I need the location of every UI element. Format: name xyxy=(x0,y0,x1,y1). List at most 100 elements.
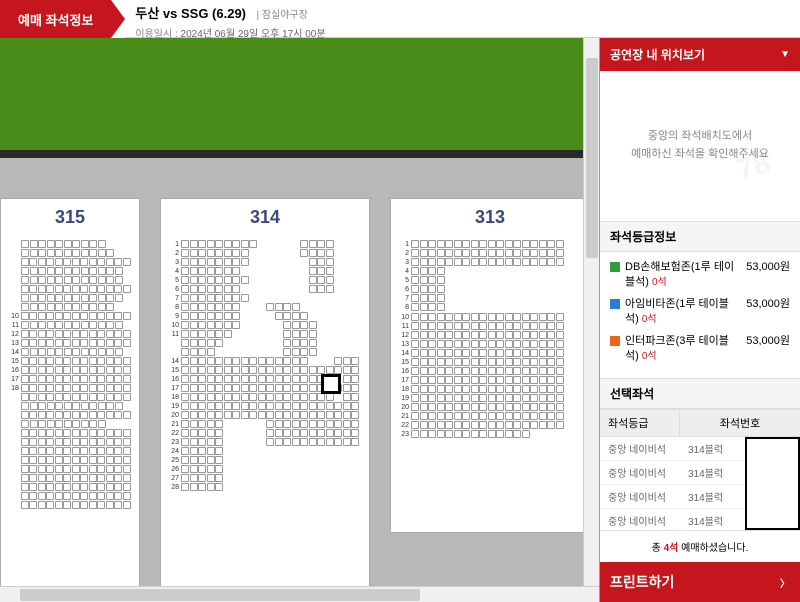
seat[interactable] xyxy=(462,367,470,375)
seat[interactable] xyxy=(29,366,37,374)
seat[interactable] xyxy=(505,249,513,257)
seat[interactable] xyxy=(55,339,63,347)
seat[interactable] xyxy=(437,331,445,339)
seat[interactable] xyxy=(55,258,63,266)
seat[interactable] xyxy=(81,348,89,356)
seat[interactable] xyxy=(190,429,198,437)
seat[interactable] xyxy=(437,421,445,429)
seat[interactable] xyxy=(55,429,63,437)
seat[interactable] xyxy=(275,357,283,365)
seat[interactable] xyxy=(479,403,487,411)
seat[interactable] xyxy=(232,357,240,365)
seat[interactable] xyxy=(445,258,453,266)
seat[interactable] xyxy=(198,321,206,329)
seat[interactable] xyxy=(283,375,291,383)
seat[interactable] xyxy=(505,376,513,384)
seat[interactable] xyxy=(89,411,97,419)
seat[interactable] xyxy=(309,240,317,248)
seat[interactable] xyxy=(38,438,46,446)
seat[interactable] xyxy=(539,403,547,411)
seat[interactable] xyxy=(241,249,249,257)
seat[interactable] xyxy=(351,366,359,374)
seat[interactable] xyxy=(488,313,496,321)
seat[interactable] xyxy=(283,357,291,365)
seat[interactable] xyxy=(63,285,71,293)
seat[interactable] xyxy=(343,420,351,428)
seat[interactable] xyxy=(207,474,215,482)
seat[interactable] xyxy=(471,394,479,402)
seat[interactable] xyxy=(21,384,29,392)
seat[interactable] xyxy=(63,447,71,455)
seat[interactable] xyxy=(454,394,462,402)
seat[interactable] xyxy=(547,421,555,429)
seat[interactable] xyxy=(411,394,419,402)
seat[interactable] xyxy=(38,339,46,347)
seat[interactable] xyxy=(190,348,198,356)
seat[interactable] xyxy=(123,339,131,347)
seat[interactable] xyxy=(181,267,189,275)
seat[interactable] xyxy=(556,412,564,420)
seat[interactable] xyxy=(522,249,530,257)
seat[interactable] xyxy=(445,340,453,348)
seat[interactable] xyxy=(190,357,198,365)
seat[interactable] xyxy=(89,438,97,446)
seat[interactable] xyxy=(530,340,538,348)
seat[interactable] xyxy=(513,240,521,248)
seat[interactable] xyxy=(89,339,97,347)
seat[interactable] xyxy=(522,385,530,393)
seat[interactable] xyxy=(114,492,122,500)
seat[interactable] xyxy=(106,411,114,419)
seat[interactable] xyxy=(114,456,122,464)
seat[interactable] xyxy=(326,258,334,266)
seat[interactable] xyxy=(326,285,334,293)
seat[interactable] xyxy=(207,258,215,266)
seat[interactable] xyxy=(556,376,564,384)
seat[interactable] xyxy=(123,357,131,365)
seat[interactable] xyxy=(215,303,223,311)
seat[interactable] xyxy=(72,384,80,392)
seat[interactable] xyxy=(63,483,71,491)
seat[interactable] xyxy=(420,322,428,330)
seat[interactable] xyxy=(198,330,206,338)
seat[interactable] xyxy=(420,376,428,384)
seat[interactable] xyxy=(275,402,283,410)
seat[interactable] xyxy=(309,249,317,257)
seat[interactable] xyxy=(241,393,249,401)
seat[interactable] xyxy=(411,349,419,357)
seat[interactable] xyxy=(198,456,206,464)
seat[interactable] xyxy=(106,276,114,284)
seat[interactable] xyxy=(232,321,240,329)
seat[interactable] xyxy=(462,313,470,321)
seat[interactable] xyxy=(411,412,419,420)
seat[interactable] xyxy=(89,321,97,329)
seat[interactable] xyxy=(300,375,308,383)
seat[interactable] xyxy=(72,447,80,455)
seat[interactable] xyxy=(106,384,114,392)
seat[interactable] xyxy=(215,285,223,293)
seat[interactable] xyxy=(72,357,80,365)
seat[interactable] xyxy=(114,465,122,473)
seat[interactable] xyxy=(46,438,54,446)
seat[interactable] xyxy=(198,357,206,365)
seat[interactable] xyxy=(89,483,97,491)
seat[interactable] xyxy=(80,483,88,491)
scrollbar-thumb[interactable] xyxy=(586,58,598,258)
seat[interactable] xyxy=(334,420,342,428)
seat[interactable] xyxy=(445,313,453,321)
seat[interactable] xyxy=(198,366,206,374)
seat[interactable] xyxy=(556,421,564,429)
seat[interactable] xyxy=(29,375,37,383)
seat[interactable] xyxy=(241,366,249,374)
seat[interactable] xyxy=(496,421,504,429)
seat[interactable] xyxy=(63,438,71,446)
seat[interactable] xyxy=(445,240,453,248)
seat[interactable] xyxy=(496,376,504,384)
seat[interactable] xyxy=(232,375,240,383)
seat[interactable] xyxy=(505,421,513,429)
seat[interactable] xyxy=(471,358,479,366)
seat[interactable] xyxy=(547,349,555,357)
seat[interactable] xyxy=(454,412,462,420)
scrollbar-thumb[interactable] xyxy=(20,589,420,601)
seat[interactable] xyxy=(207,276,215,284)
seat[interactable] xyxy=(207,375,215,383)
